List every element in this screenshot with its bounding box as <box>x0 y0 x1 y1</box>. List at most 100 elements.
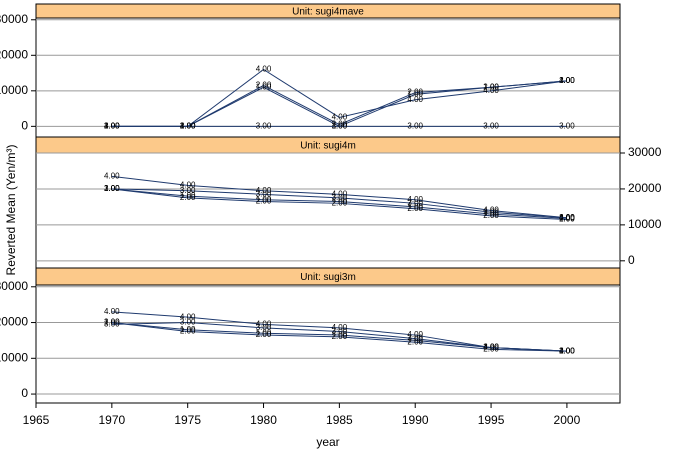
point-label: 1.00 <box>256 82 272 91</box>
x-tick-label: 1965 <box>23 413 50 427</box>
point-label: 4.00 <box>104 171 120 180</box>
point-label: 2.00 <box>332 120 348 129</box>
point-label: 2.00 <box>332 332 348 341</box>
y-tick-label: 30000 <box>628 145 662 159</box>
panel-title: Unit: sugi4mave <box>292 7 364 18</box>
point-label: 1.00 <box>407 202 423 211</box>
point-label: 3.00 <box>332 327 348 336</box>
point-label: 4.00 <box>180 121 196 130</box>
point-label: 4.00 <box>180 312 196 321</box>
point-label: 3.00 <box>559 121 575 130</box>
point-label: 4.00 <box>483 206 499 215</box>
x-tick-label: 1985 <box>326 413 353 427</box>
point-label: 3.00 <box>407 121 423 130</box>
point-label: 2.00 <box>483 82 499 91</box>
point-label: 2.00 <box>256 197 272 206</box>
x-tick-label: 1995 <box>478 413 505 427</box>
point-label: 2.00 <box>407 204 423 213</box>
y-axis-title: Reverted Mean (Yen/m³) <box>4 145 18 276</box>
point-label: 2.00 <box>180 327 196 336</box>
point-label: 4.00 <box>559 346 575 355</box>
point-label: 2.00 <box>559 76 575 85</box>
point-label: 1.00 <box>180 325 196 334</box>
point-label: 3.00 <box>483 121 499 130</box>
point-label: 1.00 <box>559 214 575 223</box>
series-line <box>111 311 567 352</box>
x-tick-label: 2000 <box>554 413 581 427</box>
point-label: 4.00 <box>559 76 575 85</box>
point-label: 4.00 <box>559 213 575 222</box>
point-label: 3.00 <box>332 193 348 202</box>
point-label: 4.00 <box>332 323 348 332</box>
point-label: 1.00 <box>483 209 499 218</box>
y-tick-label: 10000 <box>0 350 28 364</box>
point-label: 3.00 <box>407 198 423 207</box>
y-tick-label: 30000 <box>0 12 28 26</box>
point-label: 3.00 <box>559 213 575 222</box>
point-label: 3.00 <box>483 207 499 216</box>
point-label: 2.00 <box>256 330 272 339</box>
x-tick-label: 1980 <box>250 413 277 427</box>
point-label: 4.00 <box>104 307 120 316</box>
point-label: 4.00 <box>483 343 499 352</box>
panel-title: Unit: sugi3m <box>300 272 356 283</box>
y-tick-label: 20000 <box>0 315 28 329</box>
series-line <box>111 322 567 352</box>
series-line <box>111 175 567 219</box>
point-label: 4.00 <box>332 113 348 122</box>
point-label: 2.00 <box>407 337 423 346</box>
point-label: 1.00 <box>256 328 272 337</box>
y-tick-label: 0 <box>628 253 635 267</box>
point-label: 3.00 <box>104 319 120 328</box>
point-label: 2.00 <box>559 346 575 355</box>
point-label: 4.00 <box>180 180 196 189</box>
panel <box>35 284 621 404</box>
point-label: 2.00 <box>256 81 272 90</box>
point-label: 2.00 <box>407 88 423 97</box>
point-label: 3.00 <box>559 346 575 355</box>
y-tick-label: 10000 <box>0 83 28 97</box>
point-label: 1.00 <box>407 89 423 98</box>
point-label: 4.00 <box>256 319 272 328</box>
y-tick-label: 20000 <box>628 181 662 195</box>
y-tick-label: 0 <box>21 119 28 133</box>
point-label: 4.00 <box>407 330 423 339</box>
x-tick-label: 1970 <box>98 413 125 427</box>
x-tick-label: 1990 <box>402 413 429 427</box>
point-label: 2.00 <box>104 318 120 327</box>
point-label: 1.00 <box>332 197 348 206</box>
point-label: 1.00 <box>559 76 575 85</box>
point-label: 1.00 <box>407 336 423 345</box>
point-label: 2.00 <box>483 344 499 353</box>
point-label: 3.00 <box>104 184 120 193</box>
point-label: 1.00 <box>559 346 575 355</box>
series-line <box>111 188 567 219</box>
point-label: 3.00 <box>332 121 348 130</box>
point-label: 1.00 <box>180 191 196 200</box>
x-axis-title: year <box>316 435 339 449</box>
point-label: 2.00 <box>559 215 575 224</box>
point-label: 3.00 <box>180 186 196 195</box>
point-label: 3.00 <box>180 318 196 327</box>
point-label: 3.00 <box>256 189 272 198</box>
point-label: 1.00 <box>332 330 348 339</box>
point-label: 3.00 <box>256 121 272 130</box>
y-tick-label: 10000 <box>628 217 662 231</box>
y-tick-label: 20000 <box>0 47 28 61</box>
point-label: 3.00 <box>256 323 272 332</box>
point-label: 4.00 <box>256 186 272 195</box>
point-label: 2.00 <box>180 193 196 202</box>
series-line <box>111 188 567 220</box>
point-label: 4.00 <box>104 121 120 130</box>
y-tick-label: 30000 <box>0 279 28 293</box>
point-label: 3.00 <box>407 334 423 343</box>
point-label: 4.00 <box>483 86 499 95</box>
point-label: 2.00 <box>483 211 499 220</box>
point-label: 4.00 <box>407 195 423 204</box>
point-label: 4.00 <box>407 95 423 104</box>
point-label: 4.00 <box>256 65 272 74</box>
panel-title: Unit: sugi4m <box>300 141 356 152</box>
x-tick-label: 1975 <box>174 413 201 427</box>
series-line <box>111 68 567 127</box>
